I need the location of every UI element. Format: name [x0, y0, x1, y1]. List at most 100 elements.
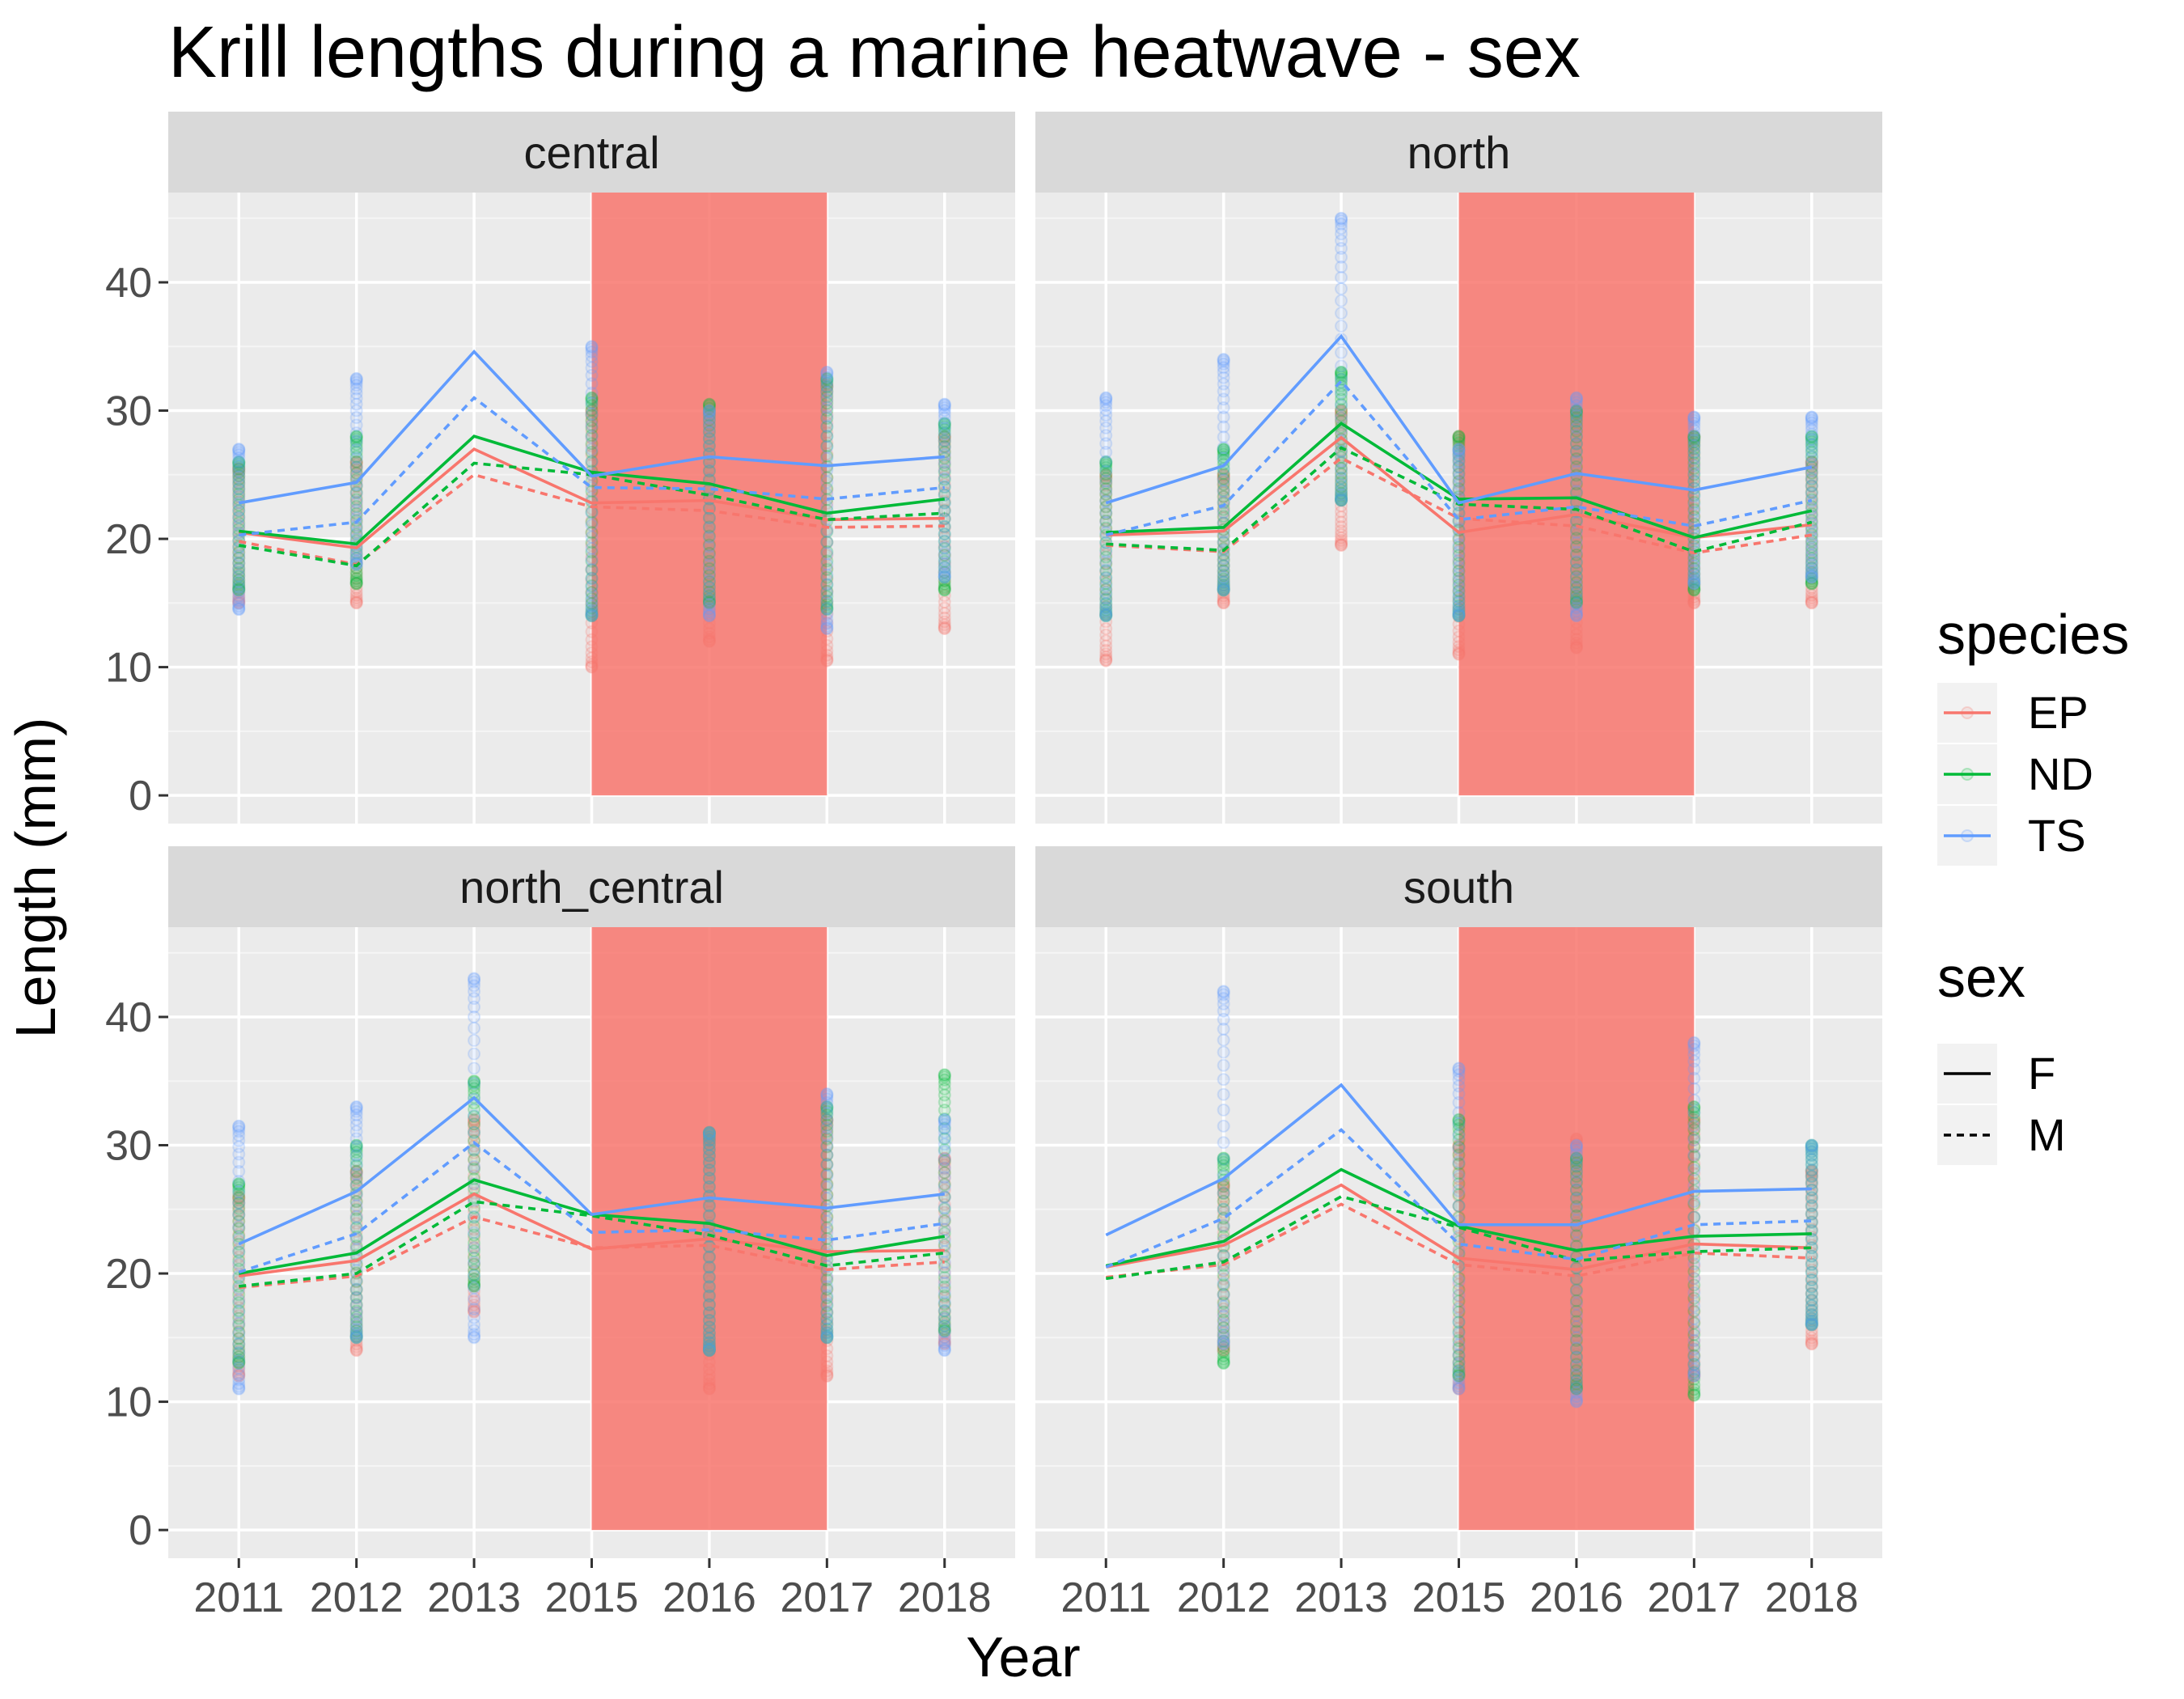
- data-point: [232, 443, 246, 457]
- data-point: [820, 561, 834, 574]
- data-point: [585, 609, 599, 623]
- data-point: [232, 595, 246, 608]
- data-point: [585, 563, 599, 577]
- data-point: [938, 480, 951, 494]
- data-point: [232, 504, 246, 518]
- data-point: [585, 354, 599, 368]
- data-point: [232, 510, 246, 523]
- x-tick-label: 2018: [898, 1574, 992, 1621]
- data-point: [820, 383, 834, 397]
- data-point: [232, 591, 246, 605]
- data-point: [1099, 548, 1113, 561]
- data-point: [232, 470, 246, 484]
- data-point: [702, 408, 716, 422]
- data-point: [585, 655, 599, 669]
- data-point: [1217, 473, 1230, 487]
- data-point: [585, 391, 599, 405]
- data-point: [1217, 1045, 1230, 1059]
- data-point: [938, 561, 951, 574]
- data-point: [349, 372, 363, 386]
- data-point: [232, 549, 246, 562]
- data-point: [468, 1034, 481, 1048]
- data-point: [1099, 591, 1113, 605]
- data-point: [702, 595, 716, 608]
- data-point: [702, 580, 716, 594]
- data-point: [349, 455, 363, 469]
- data-point: [232, 578, 246, 592]
- data-point: [820, 367, 834, 381]
- data-point: [938, 1266, 951, 1280]
- data-point: [938, 430, 951, 443]
- data-point: [232, 580, 246, 594]
- data-point: [1452, 1327, 1466, 1341]
- data-point: [1687, 1148, 1701, 1162]
- data-point: [232, 463, 246, 477]
- data-point: [232, 485, 246, 498]
- data-point: [349, 1199, 363, 1213]
- data-point: [1452, 1302, 1466, 1316]
- data-point: [468, 1281, 481, 1294]
- data-point: [585, 550, 599, 564]
- data-point: [349, 493, 363, 506]
- data-point: [820, 374, 834, 388]
- x-tick-label: 2012: [1177, 1574, 1271, 1621]
- data-point: [938, 434, 951, 447]
- data-point: [585, 594, 599, 608]
- data-point: [938, 404, 951, 417]
- data-point: [820, 648, 834, 662]
- data-point: [938, 427, 951, 441]
- data-point: [820, 638, 834, 652]
- data-point: [702, 581, 716, 595]
- data-point: [468, 1021, 481, 1035]
- data-point: [468, 1125, 481, 1139]
- data-point: [585, 406, 599, 420]
- data-point: [585, 514, 599, 527]
- legend-key-point: [1961, 706, 1974, 719]
- data-point: [585, 597, 599, 611]
- data-point: [1569, 1320, 1583, 1333]
- data-point: [585, 430, 599, 444]
- data-point: [938, 417, 951, 430]
- data-point: [349, 1099, 363, 1113]
- data-point: [938, 566, 951, 579]
- y-tick-label: 20: [105, 1251, 152, 1298]
- data-point: [349, 466, 363, 480]
- facet-panels: central 0 10 20 30 40 north north_central 0 10 20 3…: [105, 112, 1882, 1558]
- data-point: [1217, 574, 1230, 587]
- data-point: [232, 460, 246, 473]
- data-point: [702, 587, 716, 601]
- data-point: [820, 632, 834, 646]
- data-point: [702, 461, 716, 475]
- data-point: [1099, 468, 1113, 481]
- data-point: [1335, 359, 1348, 373]
- x-tick-label: 2017: [780, 1574, 874, 1621]
- data-point: [702, 418, 716, 432]
- data-point: [1335, 386, 1348, 400]
- data-point: [820, 471, 834, 485]
- data-point: [1687, 1257, 1701, 1271]
- data-point: [1099, 608, 1113, 621]
- data-point: [820, 535, 834, 549]
- data-point: [349, 456, 363, 470]
- data-point: [820, 1203, 834, 1217]
- data-point: [585, 545, 599, 559]
- data-point: [820, 388, 834, 402]
- data-point: [702, 557, 716, 571]
- data-point: [938, 399, 951, 413]
- data-point: [1099, 615, 1113, 629]
- data-point: [820, 384, 834, 398]
- legend-key-point: [1961, 829, 1974, 842]
- data-point: [820, 412, 834, 426]
- legend-title-species: species: [1937, 603, 2129, 666]
- data-point: [349, 460, 363, 474]
- data-point: [349, 519, 363, 532]
- data-point: [820, 606, 834, 620]
- data-point: [585, 455, 599, 468]
- data-point: [232, 551, 246, 565]
- data-point: [820, 616, 834, 630]
- data-point: [702, 405, 716, 418]
- data-point: [349, 418, 363, 432]
- data-point: [232, 603, 246, 616]
- data-point: [1099, 647, 1113, 661]
- data-point: [1217, 506, 1230, 519]
